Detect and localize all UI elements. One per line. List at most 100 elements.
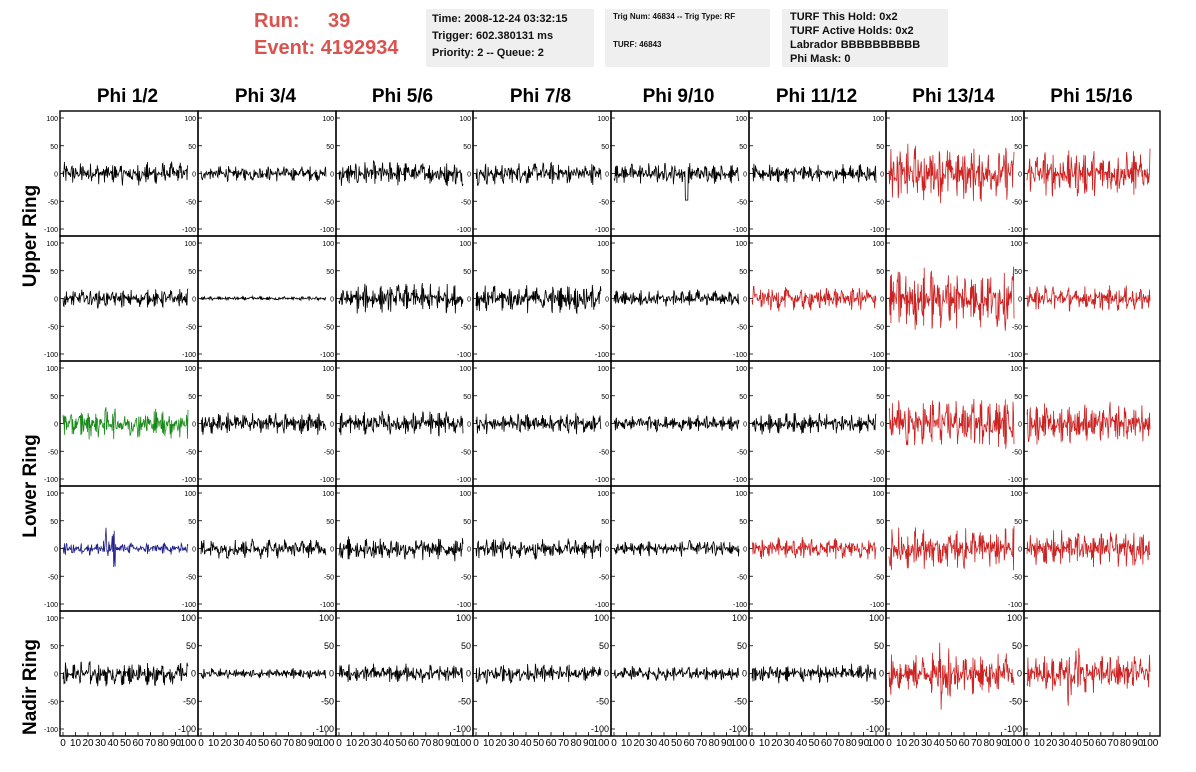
y-tick-label: -100	[595, 477, 609, 484]
x-tick-label: 50	[671, 738, 683, 749]
y-tick-label: 0	[330, 297, 334, 304]
x-tick-label: 50	[808, 738, 820, 749]
run-value: 39	[328, 10, 351, 32]
x-tick-label: 80	[983, 738, 995, 749]
trig-num-text: Trig Num: 46834 -- Trig Type: RF	[613, 12, 736, 21]
y-tick-label: -50	[734, 696, 747, 706]
y-tick-label: 100	[872, 241, 884, 248]
x-tick-label: 20	[633, 738, 645, 749]
y-tick-label: 0	[330, 422, 334, 429]
x-tick-label: 20	[495, 738, 507, 749]
y-tick-label: -50	[1012, 199, 1022, 206]
x-tick-label: 60	[270, 738, 282, 749]
y-tick-label: 0	[467, 172, 471, 179]
y-tick-label: 50	[1014, 519, 1022, 526]
waveform-trace	[613, 665, 740, 681]
y-tick-label: 100	[735, 366, 747, 373]
waveform-trace	[751, 285, 877, 312]
y-tick-label: -50	[1009, 696, 1022, 706]
x-tick-label: 100	[593, 738, 610, 749]
x-tick-label: 0	[749, 738, 755, 749]
y-tick-label: -50	[871, 696, 884, 706]
y-tick-label: 50	[188, 519, 196, 526]
waveform-trace	[475, 284, 602, 315]
y-tick-label: 0	[467, 547, 471, 554]
x-tick-label: 60	[1095, 738, 1107, 749]
y-tick-label: 50	[1014, 269, 1022, 276]
x-tick-label: 20	[358, 738, 370, 749]
y-tick-label: 100	[46, 616, 58, 623]
y-tick-label: 100	[184, 366, 196, 373]
y-tick-label: -50	[737, 574, 747, 581]
y-tick-label: -100	[1008, 352, 1022, 359]
x-tick-label: 90	[1132, 738, 1144, 749]
y-tick-label: 100	[459, 116, 471, 123]
y-tick-label: -100	[44, 602, 58, 609]
column-header-phi-11-12: Phi 11/12	[775, 86, 858, 107]
y-tick-label: 100	[181, 613, 196, 623]
x-tick-label: 60	[132, 738, 144, 749]
waveform-trace	[751, 537, 877, 560]
y-tick-label: 50	[461, 641, 471, 651]
x-tick-label: 70	[558, 738, 570, 749]
waveform-trace	[475, 161, 602, 186]
x-tick-label: 60	[821, 738, 833, 749]
x-tick-label: 50	[120, 738, 132, 749]
y-tick-label: 0	[879, 669, 884, 679]
y-tick-label: 50	[739, 269, 747, 276]
y-tick-label: 0	[605, 172, 609, 179]
y-tick-label: 0	[330, 547, 334, 554]
y-tick-label: 0	[1018, 422, 1022, 429]
y-tick-label: 100	[1010, 366, 1022, 373]
y-tick-label: -50	[1012, 324, 1022, 331]
y-tick-label: 50	[463, 144, 471, 151]
y-tick-label: 50	[463, 394, 471, 401]
y-tick-label: 100	[594, 613, 609, 623]
y-tick-label: 0	[191, 669, 196, 679]
waveform-trace	[613, 162, 740, 201]
trigger-text: Trigger: 602.380131 ms	[432, 30, 554, 42]
waveform-trace	[1026, 148, 1151, 197]
y-tick-label: -100	[866, 724, 884, 734]
y-tick-label: -100	[1008, 227, 1022, 234]
y-tick-label: 50	[463, 269, 471, 276]
y-tick-label: 0	[192, 172, 196, 179]
x-tick-label: 40	[520, 738, 532, 749]
waveform-trace	[888, 525, 1015, 571]
y-tick-label: -100	[320, 227, 334, 234]
y-tick-label: 100	[184, 241, 196, 248]
y-tick-label: 50	[326, 519, 334, 526]
y-tick-label: -100	[457, 352, 471, 359]
y-tick-label: -50	[324, 199, 334, 206]
x-tick-label: 10	[759, 738, 771, 749]
time-text: Time: 2008-12-24 03:32:15	[432, 13, 568, 25]
y-tick-label: 0	[1018, 297, 1022, 304]
y-tick-label: -50	[186, 574, 196, 581]
y-tick-label: -100	[44, 477, 58, 484]
y-tick-label: -50	[596, 696, 609, 706]
y-tick-label: 0	[192, 422, 196, 429]
y-tick-label: -100	[178, 724, 196, 734]
y-tick-label: 50	[50, 644, 58, 651]
x-tick-label: 0	[611, 738, 617, 749]
waveform-trace	[1026, 401, 1151, 445]
waveform-trace	[200, 166, 327, 182]
waveform-trace	[1026, 285, 1151, 312]
y-tick-label: 50	[326, 269, 334, 276]
y-tick-label: -100	[733, 602, 747, 609]
x-tick-label: 20	[1046, 738, 1058, 749]
y-tick-label: 100	[184, 491, 196, 498]
x-tick-label: 10	[208, 738, 220, 749]
y-tick-label: 100	[459, 241, 471, 248]
x-tick-label: 30	[233, 738, 245, 749]
y-tick-label: -50	[458, 696, 471, 706]
x-tick-label: 70	[1108, 738, 1120, 749]
x-tick-label: 50	[533, 738, 545, 749]
y-tick-label: 50	[739, 144, 747, 151]
y-tick-label: 100	[46, 491, 58, 498]
y-tick-label: 50	[601, 144, 609, 151]
waveform-trace	[200, 538, 327, 560]
y-tick-label: 0	[54, 172, 58, 179]
x-tick-label: 100	[868, 738, 885, 749]
y-tick-label: -50	[599, 324, 609, 331]
